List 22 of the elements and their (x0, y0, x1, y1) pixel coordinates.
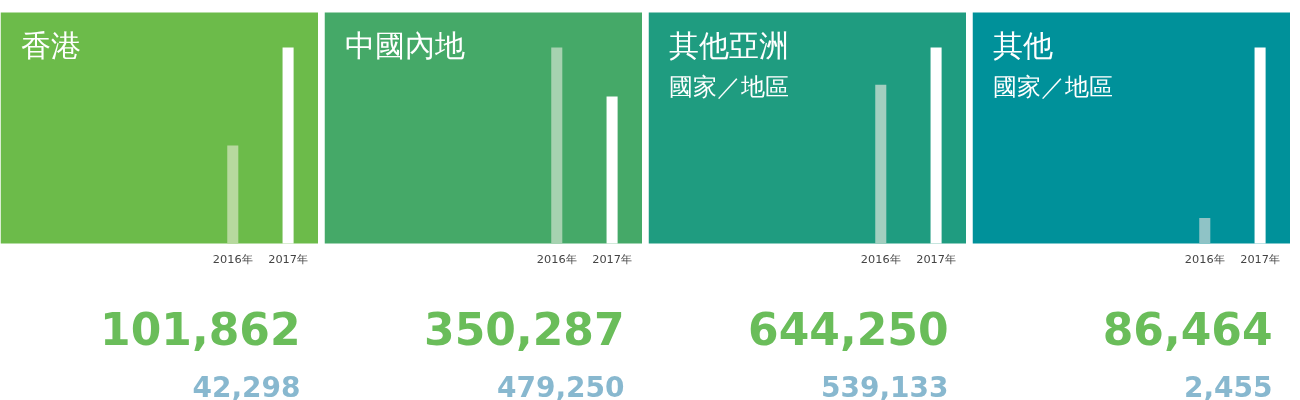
x-tick-label: 2017年 (916, 251, 957, 266)
text: 350,287 (424, 303, 625, 355)
x-tick-label: 2016年 (1184, 251, 1225, 266)
x-tick-label: 2017年 (268, 251, 309, 266)
x-tick-label: 2017年 (592, 251, 633, 266)
x-tick-label: 2016年 (212, 251, 253, 266)
text: 42,298 (192, 370, 301, 400)
x-tick-label: 2017年 (1240, 251, 1281, 266)
text: 101,862 (100, 303, 301, 355)
text: 國家／地區 (668, 72, 789, 101)
text: 86,464 (1102, 303, 1273, 355)
text: 國家／地區 (992, 72, 1113, 101)
chart-title: 其他 (992, 27, 1053, 63)
text: 644,250 (748, 303, 949, 355)
x-tick-label: 2016年 (860, 251, 901, 266)
text: 2,455 (1183, 370, 1273, 400)
x-tick-label: 2016年 (536, 251, 577, 266)
chart-title: 中國內地 (344, 27, 465, 63)
text: 539,133 (820, 370, 949, 400)
text: 479,250 (496, 370, 625, 400)
chart-title: 其他亞洲 (668, 27, 789, 63)
chart-title: 香港 (20, 27, 81, 63)
